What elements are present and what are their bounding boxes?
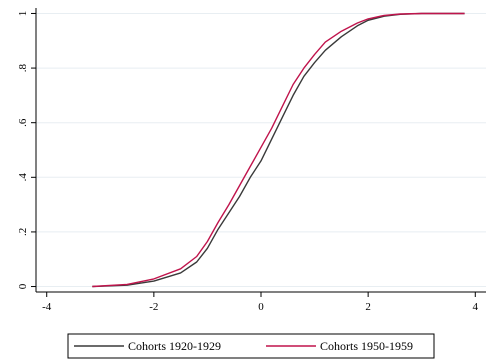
x-tick-label: -4 (42, 301, 52, 313)
y-tick-label: 0 (17, 283, 29, 289)
y-tick-label: .8 (17, 63, 29, 72)
series-lines (92, 12, 465, 288)
x-tick-label: 4 (473, 301, 479, 313)
gridlines (36, 12, 486, 288)
x-axis-ticks: -4 -2 0 2 4 (42, 292, 479, 313)
legend-label-1: Cohorts 1920-1929 (128, 339, 221, 353)
y-tick-label: .2 (17, 228, 29, 236)
y-tick-label: .4 (17, 173, 29, 182)
y-axis-ticks: 0 .2 .4 .6 .8 1 (17, 11, 36, 289)
series-line-1 (92, 12, 465, 288)
axes (35, 8, 486, 293)
series-line-2 (92, 12, 465, 288)
y-tick-label: .6 (17, 118, 29, 127)
x-tick-label: 2 (365, 301, 371, 313)
x-tick-label: 0 (258, 301, 264, 313)
legend-label-2: Cohorts 1950-1959 (320, 339, 413, 353)
x-tick-label: -2 (149, 301, 158, 313)
y-tick-label: 1 (17, 11, 29, 17)
legend: Cohorts 1920-1929 Cohorts 1950-1959 (67, 333, 435, 359)
legend-box (67, 333, 435, 359)
